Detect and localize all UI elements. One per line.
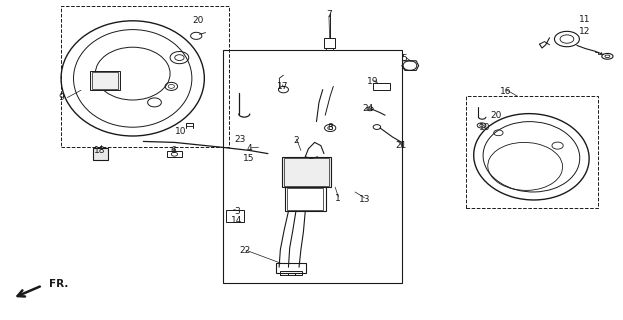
Text: 7: 7 bbox=[326, 10, 332, 19]
Text: 4: 4 bbox=[246, 144, 252, 153]
Bar bbox=[223, 50, 402, 283]
Bar bbox=[285, 187, 326, 211]
Text: 20: 20 bbox=[491, 111, 502, 120]
Bar bbox=[226, 210, 244, 222]
Bar bbox=[324, 38, 335, 48]
Text: 5: 5 bbox=[401, 54, 407, 63]
Bar bbox=[276, 263, 306, 273]
Text: 14: 14 bbox=[231, 216, 242, 225]
Bar bbox=[284, 158, 329, 186]
Text: 10: 10 bbox=[175, 127, 186, 136]
Bar bbox=[61, 6, 229, 147]
Text: FR.: FR. bbox=[49, 279, 68, 289]
Bar bbox=[93, 148, 108, 160]
Text: 23: 23 bbox=[234, 135, 245, 144]
Bar bbox=[282, 157, 331, 187]
Bar bbox=[373, 83, 390, 90]
Text: 24: 24 bbox=[362, 104, 373, 113]
Text: 18: 18 bbox=[94, 146, 105, 155]
Text: 8: 8 bbox=[327, 124, 333, 132]
Text: 10: 10 bbox=[479, 124, 490, 132]
Text: 2: 2 bbox=[293, 136, 300, 145]
Text: 6: 6 bbox=[170, 146, 176, 155]
Text: 17: 17 bbox=[277, 82, 288, 91]
Text: 16: 16 bbox=[500, 87, 511, 96]
Bar bbox=[90, 71, 120, 90]
Bar bbox=[167, 151, 182, 157]
Text: 13: 13 bbox=[359, 195, 370, 204]
Text: 19: 19 bbox=[367, 77, 378, 86]
Text: 1: 1 bbox=[335, 194, 341, 203]
Text: 9: 9 bbox=[58, 93, 64, 102]
Text: 3: 3 bbox=[234, 207, 240, 216]
Bar bbox=[280, 271, 302, 275]
Text: 12: 12 bbox=[579, 28, 590, 36]
Text: 20: 20 bbox=[193, 16, 204, 25]
Text: 11: 11 bbox=[579, 15, 590, 24]
Bar bbox=[466, 96, 598, 208]
Bar bbox=[92, 72, 118, 89]
Text: 21: 21 bbox=[396, 141, 407, 150]
Bar bbox=[287, 188, 323, 210]
Text: 15: 15 bbox=[244, 154, 255, 163]
Text: 22: 22 bbox=[239, 246, 250, 255]
